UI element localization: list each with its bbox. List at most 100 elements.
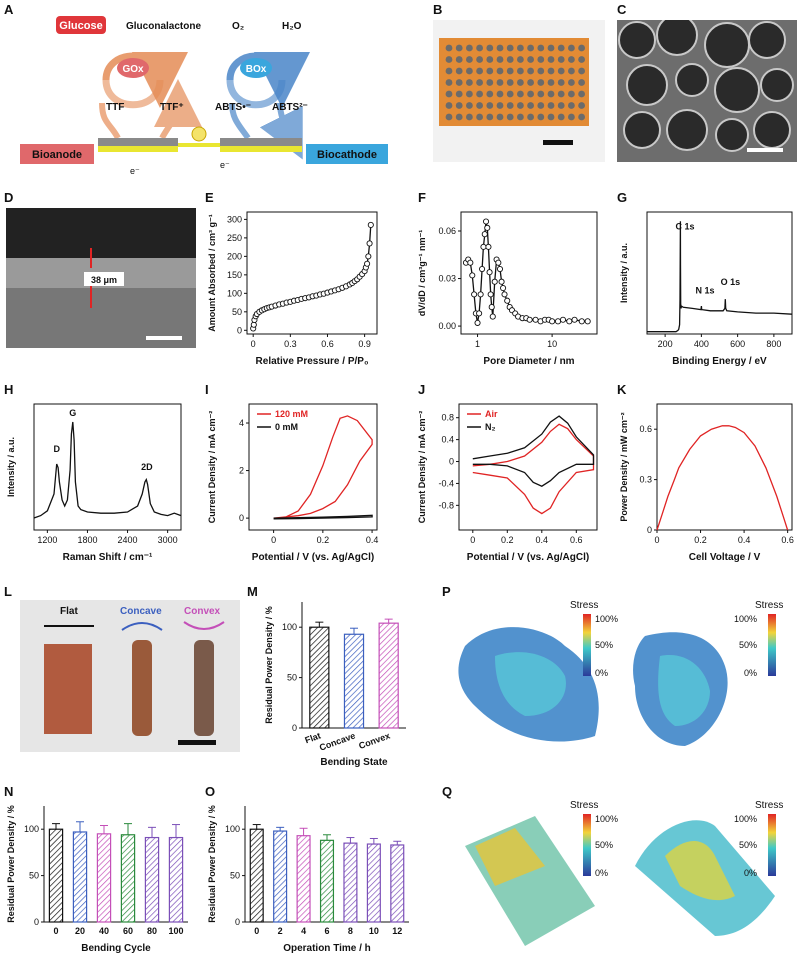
y-axis-label: Intensity / a.u. [619,243,629,303]
electrode-dot [486,67,494,75]
panel-label-k: K [617,382,627,397]
electrode-dot [527,56,534,63]
series-line [273,415,373,519]
data-point [476,310,483,317]
electrode-dot [527,44,534,52]
electrode-dot [506,90,514,98]
electron-label-cathode: e⁻ [220,160,230,170]
electrode-dot [578,113,585,121]
peak-label: N 1s [695,285,714,295]
x-tick-label: Convex [357,730,391,751]
electrode-dot [466,79,473,86]
plot-frame [248,403,378,531]
electron-label-anode: e⁻ [130,166,140,176]
panel-label-c: C [617,2,627,17]
electrode-dot [466,67,473,75]
peak-label: O 1s [721,277,741,287]
data-point [479,265,486,273]
chart-e-adsorption: 0 0.3 0.6 0.9 0 50 100 150 200 250 300 Relative Pre… [207,211,378,367]
bar [96,833,112,923]
pore [666,109,708,151]
sim-q-right-legend: Stress 100% 50% 0% [734,800,783,878]
panel-label-b: B [433,2,443,17]
y-axis-label: Current Density / mA cm⁻² [207,411,217,523]
electrode-dot [557,67,565,75]
x-axis-label: Potential / V (vs. Ag/AgCl) [252,552,374,563]
data-point [526,316,533,323]
y-axis-label: Residual Power Density / % [207,805,217,923]
biofuel-cell-schematic: Glucose Gluconalactone GOx TTF TTF⁺ O₂ H… [20,16,388,176]
electrode-dot [506,56,514,63]
concave-arrow [121,622,163,631]
convex-arrow [183,621,225,630]
electrode-dot [466,113,473,121]
bar [366,843,381,923]
electrode-dot [506,113,514,121]
y-tick-label: 0.6 [639,424,652,434]
sim-q-left [465,816,595,946]
electrode-dot [476,56,483,63]
photo-device-flat [433,20,605,162]
electrode-dot [496,102,504,109]
x-tick-label: 6 [324,926,329,936]
data-point [486,269,493,276]
panel-label-i: I [205,382,209,397]
y-axis-label: Power Density / mW cm⁻² [619,412,629,521]
bar [144,836,160,923]
data-point [365,253,372,260]
concave-device [132,640,152,736]
data-point [487,291,494,298]
box-upper-arrow [226,51,310,108]
data-point [501,291,508,298]
data-point [489,313,496,320]
sim-q-right [635,820,775,936]
electrode-dot [455,102,463,109]
y-tick-label: 0 [449,457,454,467]
y-tick-label: 50 [230,871,240,881]
data-point [500,285,507,292]
x-tick-label: 600 [730,339,745,349]
electrode-dot [557,90,565,98]
electrode-dot [557,56,565,63]
electrode-dot [445,67,453,75]
series-line [252,224,372,329]
electrode-dot [466,44,473,52]
sim-p-right-legend: Stress 100% 50% 0% [734,600,783,678]
pore-structure [618,20,794,152]
data-point [485,243,492,250]
series-line [647,221,793,333]
x-tick-label: 0 [251,339,256,349]
data-point [364,260,371,267]
stress-tick-0: 0% [595,868,608,878]
data-point [366,240,373,247]
electrode-dot [537,102,545,109]
electrode-dot [547,90,555,98]
plot-frame [458,403,598,531]
electrode-dot [568,90,575,98]
electrode-dot [578,79,585,86]
data-point [482,218,490,225]
data-point [469,272,476,279]
y-tick-label: 0 [239,513,244,523]
x-tick-label: 0.9 [358,339,371,349]
electrode-dot [466,90,473,98]
electrode-dot [578,102,585,109]
series-line [472,423,595,515]
stress-tick-50: 50% [595,840,613,850]
electrode-dot [547,67,555,75]
data-point [481,231,488,238]
bioanode-label: Bioanode [32,149,82,161]
electrode-dot [486,90,494,98]
electrode-dot [486,79,494,86]
electrode-dot [476,113,483,121]
chart-g-xps: 200 400 600 800 Binding Energy / eV Intensity… [619,211,793,367]
y-tick-label: 0 [235,917,240,927]
electrode-dot [517,67,524,75]
x-tick-label: 80 [147,926,157,936]
data-point [549,318,556,325]
sem-image-porous [617,20,797,162]
panel-label-g: G [617,190,628,205]
pore [714,67,760,113]
y-tick-label: 150 [227,270,242,280]
electrode-dot [547,44,555,52]
